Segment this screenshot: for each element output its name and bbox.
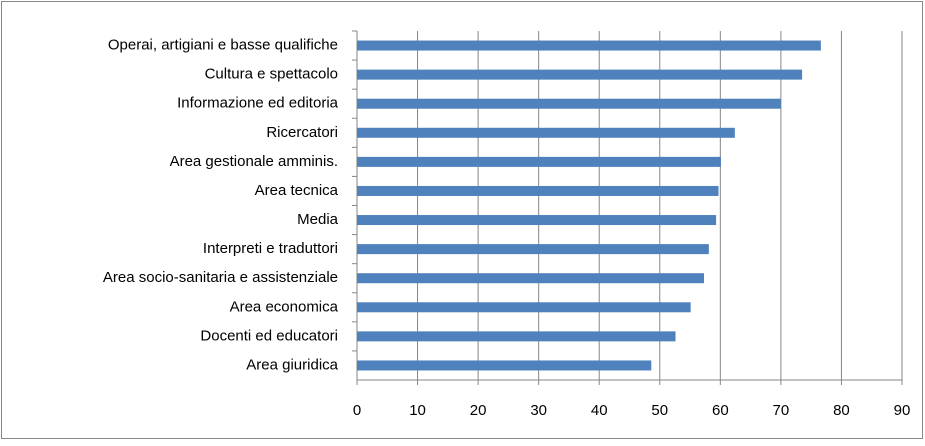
y-tick-label: Docenti ed educatori — [200, 327, 338, 344]
y-tick-label: Area giuridica — [246, 356, 338, 373]
y-tick-label: Area tecnica — [255, 182, 339, 199]
bar — [357, 302, 691, 313]
x-tick-label: 70 — [773, 402, 790, 419]
bar — [357, 98, 781, 109]
bar — [357, 156, 721, 167]
y-tick-label: Cultura e spettacolo — [205, 66, 338, 83]
y-tick-label: Informazione ed editoria — [177, 95, 339, 112]
bar — [357, 244, 709, 255]
bar — [357, 40, 821, 51]
x-tick-label: 20 — [470, 402, 487, 419]
y-tick-label: Area socio-sanitaria e assistenziale — [103, 269, 338, 286]
x-tick-label: 30 — [530, 402, 547, 419]
x-tick-label: 90 — [894, 402, 911, 419]
y-tick-label: Operai, artigiani e basse qualifiche — [108, 37, 338, 54]
y-tick-label: Area gestionale amminis. — [170, 153, 338, 170]
y-tick-label: Ricercatori — [266, 124, 338, 141]
bar — [357, 331, 676, 342]
y-tick-label: Area economica — [230, 298, 339, 315]
y-tick-label: Media — [297, 211, 339, 228]
bar — [357, 69, 803, 80]
x-tick-label: 60 — [712, 402, 729, 419]
y-tick-label: Interpreti e traduttori — [203, 240, 338, 257]
x-tick-label: 50 — [651, 402, 668, 419]
x-tick-label: 0 — [353, 402, 361, 419]
bar — [357, 273, 704, 284]
bar — [357, 360, 652, 371]
x-tick-label: 40 — [591, 402, 608, 419]
bar — [357, 127, 735, 138]
x-tick-label: 10 — [409, 402, 426, 419]
x-tick-label: 80 — [833, 402, 850, 419]
bar — [357, 215, 717, 226]
bar — [357, 185, 719, 196]
